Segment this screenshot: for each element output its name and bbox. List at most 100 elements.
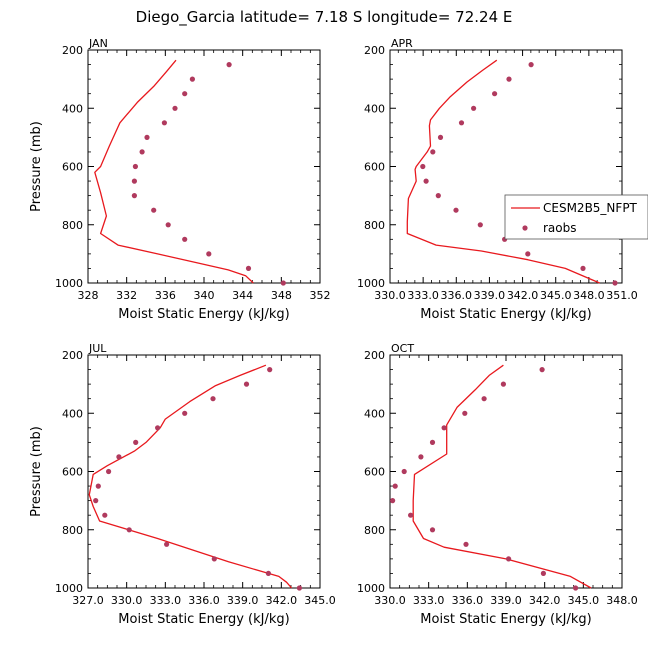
raobs-point bbox=[131, 193, 137, 199]
x-tick-label: 342.0 bbox=[529, 594, 561, 607]
y-tick-label: 800 bbox=[62, 219, 83, 232]
raobs-point bbox=[226, 62, 232, 68]
x-tick-label: 348.0 bbox=[606, 594, 638, 607]
x-tick-label: 339.0 bbox=[227, 594, 259, 607]
raobs-point bbox=[245, 265, 252, 271]
raobs-point bbox=[267, 367, 273, 373]
x-axis-label: Moist Static Energy (kJ/kg) bbox=[118, 612, 289, 627]
raobs-point bbox=[528, 62, 534, 68]
raobs-point bbox=[430, 149, 436, 155]
y-tick-label: 1000 bbox=[357, 277, 385, 290]
x-tick-label: 345.0 bbox=[568, 594, 600, 607]
plot-frame bbox=[87, 354, 321, 589]
x-tick-label: 348 bbox=[271, 289, 292, 302]
series-line-cesm2b5-nfpt bbox=[412, 364, 592, 589]
raobs-point bbox=[408, 512, 414, 518]
legend-obs-label: raobs bbox=[543, 221, 577, 235]
x-tick-label: 345.0 bbox=[304, 594, 336, 607]
raobs-point bbox=[116, 454, 122, 460]
x-tick-label: 351.0 bbox=[606, 289, 638, 302]
raobs-point bbox=[471, 105, 477, 111]
y-tick-label: 600 bbox=[62, 161, 83, 174]
raobs-point bbox=[280, 280, 286, 286]
x-tick-label: 348.0 bbox=[573, 289, 605, 302]
y-tick-label: 200 bbox=[364, 349, 385, 362]
x-tick-label: 333.0 bbox=[413, 594, 445, 607]
x-tick-label: 330.0 bbox=[111, 594, 143, 607]
raobs-point bbox=[420, 163, 426, 170]
raobs-point bbox=[492, 91, 498, 97]
raobs-point bbox=[164, 541, 170, 547]
x-tick-label: 332 bbox=[116, 289, 137, 302]
x-tick-label: 342.0 bbox=[507, 289, 539, 302]
raobs-point bbox=[540, 570, 547, 577]
raobs-point bbox=[525, 251, 531, 257]
raobs-point bbox=[506, 556, 512, 562]
raobs-point bbox=[155, 425, 161, 431]
raobs-point bbox=[133, 439, 139, 445]
panel-label: OCT bbox=[391, 342, 414, 355]
x-tick-label: 327.0 bbox=[72, 594, 104, 607]
raobs-point bbox=[144, 134, 150, 140]
y-tick-label: 800 bbox=[364, 524, 385, 537]
raobs-point bbox=[500, 381, 506, 387]
y-tick-label: 200 bbox=[364, 44, 385, 57]
series-line-cesm2b5-nfpt bbox=[406, 59, 600, 284]
raobs-point bbox=[210, 396, 216, 402]
y-axis-label: Pressure (mb) bbox=[29, 426, 44, 517]
raobs-point bbox=[481, 396, 487, 402]
raobs-point bbox=[462, 410, 468, 416]
raobs-point bbox=[165, 222, 171, 228]
raobs-point bbox=[429, 527, 436, 533]
figure-title: Diego_Garcia latitude= 7.18 S longitude=… bbox=[136, 8, 513, 27]
legend: CESM2B5_NFPT raobs bbox=[504, 194, 648, 240]
panel-label: JAN bbox=[88, 37, 108, 50]
raobs-point bbox=[477, 222, 483, 228]
raobs-point bbox=[441, 425, 447, 431]
y-tick-label: 400 bbox=[62, 407, 83, 420]
plot-frame bbox=[389, 354, 623, 589]
y-tick-label: 1000 bbox=[55, 277, 83, 290]
y-tick-label: 400 bbox=[364, 102, 385, 115]
raobs-point bbox=[243, 381, 250, 387]
x-tick-label: 339.0 bbox=[474, 289, 506, 302]
raobs-point bbox=[161, 120, 167, 126]
raobs-point bbox=[437, 134, 444, 140]
x-axis-label: Moist Static Energy (kJ/kg) bbox=[420, 307, 591, 322]
x-tick-label: 328 bbox=[78, 289, 99, 302]
raobs-point bbox=[182, 410, 188, 416]
raobs-point bbox=[296, 585, 302, 591]
raobs-point bbox=[151, 207, 157, 213]
y-tick-label: 200 bbox=[62, 349, 83, 362]
x-tick-label: 344 bbox=[232, 289, 253, 302]
x-axis-label: Moist Static Energy (kJ/kg) bbox=[118, 307, 289, 322]
x-tick-label: 333.0 bbox=[407, 289, 439, 302]
raobs-point bbox=[93, 498, 99, 504]
legend-model-label: CESM2B5_NFPT bbox=[543, 201, 638, 215]
raobs-point bbox=[401, 468, 407, 475]
raobs-point bbox=[392, 483, 398, 489]
series-line-cesm2b5-nfpt bbox=[94, 59, 254, 284]
raobs-point bbox=[458, 120, 465, 126]
raobs-point bbox=[182, 91, 188, 97]
x-tick-label: 352 bbox=[310, 289, 331, 302]
y-tick-label: 800 bbox=[364, 219, 385, 232]
raobs-point bbox=[265, 570, 271, 577]
y-tick-label: 1000 bbox=[357, 582, 385, 595]
raobs-point bbox=[189, 76, 195, 82]
legend-box bbox=[504, 194, 648, 240]
raobs-point bbox=[463, 541, 469, 547]
y-tick-label: 600 bbox=[364, 466, 385, 479]
raobs-point bbox=[418, 454, 424, 460]
x-tick-label: 333.0 bbox=[150, 594, 182, 607]
raobs-point bbox=[206, 251, 212, 257]
x-tick-label: 330.0 bbox=[374, 289, 406, 302]
y-tick-label: 200 bbox=[62, 44, 83, 57]
panel-jan: JAN 328 332 336 340 344 348 352 200 400 600 800 1000… bbox=[29, 37, 331, 322]
x-tick-label: 345.0 bbox=[540, 289, 572, 302]
raobs-point bbox=[573, 585, 579, 591]
x-tick-label: 336.0 bbox=[441, 289, 473, 302]
raobs-point bbox=[126, 527, 132, 533]
raobs-point bbox=[139, 149, 145, 155]
